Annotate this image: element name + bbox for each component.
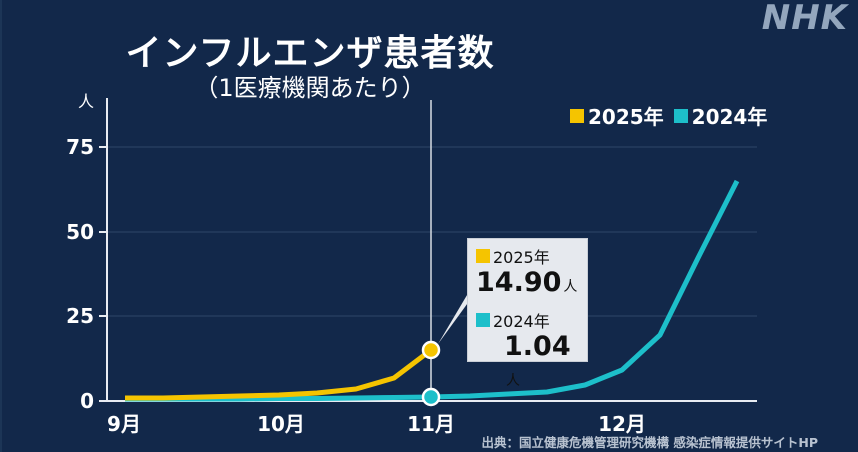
source-credit: 出典：国立健康危機管理研究機構 感染症情報提供サイトHP: [481, 435, 818, 450]
legend-label-2025: 2025年: [588, 105, 664, 129]
tooltip-label-2025: 2025年: [493, 248, 550, 267]
tooltip-label-2024: 2024年: [493, 312, 550, 331]
tooltip-value-2025: 14.90 人: [476, 268, 579, 302]
ytick-label-25: 25: [66, 304, 94, 328]
xtick-label-sep: 9月: [107, 412, 141, 436]
legend: 2025年 2024年: [570, 101, 767, 130]
marker-2024[interactable]: [421, 387, 441, 407]
nhk-logo: NHK: [761, 0, 848, 38]
xtick-label-oct: 10月: [257, 412, 305, 436]
tooltip-unit-2025: 人: [563, 279, 578, 295]
legend-swatch-2024-icon: [673, 108, 688, 123]
tooltip-number-2024: 1.04: [504, 331, 571, 362]
marker-2025[interactable]: [421, 340, 441, 360]
tooltip-value-2024: 1.04 人: [476, 332, 579, 396]
legend-swatch-2025-icon: [570, 108, 584, 123]
tooltip-row-2024: 2024年: [476, 308, 579, 332]
ytick-label-50: 50: [66, 220, 94, 244]
y-axis-unit: 人: [78, 92, 95, 111]
series-line-2025: [125, 348, 433, 401]
tooltip-unit-2024: 人: [506, 373, 520, 389]
tooltip-pointer: [438, 290, 470, 344]
chart-title: インフルエンザ患者数: [125, 33, 495, 74]
xtick-label-nov: 11月: [407, 412, 455, 436]
ytick-label-0: 0: [80, 389, 94, 413]
legend-label-2024: 2024年: [691, 105, 768, 129]
legend-item-2024: 2024年: [673, 101, 768, 130]
xtick-label-dec: 12月: [598, 412, 646, 436]
tooltip-swatch-2024-icon: [476, 313, 490, 327]
data-tooltip: 2025年 14.90 人 2024年 1.04人: [467, 238, 588, 389]
ytick-label-75: 75: [66, 135, 94, 159]
tooltip-swatch-2025-icon: [476, 249, 490, 263]
chart-subtitle: （1医療機関あたり）: [194, 74, 426, 102]
legend-item-2025: 2025年: [570, 101, 664, 130]
tooltip-number-2025: 14.90: [476, 267, 562, 298]
tooltip-row-2025: 2025年: [476, 244, 579, 268]
